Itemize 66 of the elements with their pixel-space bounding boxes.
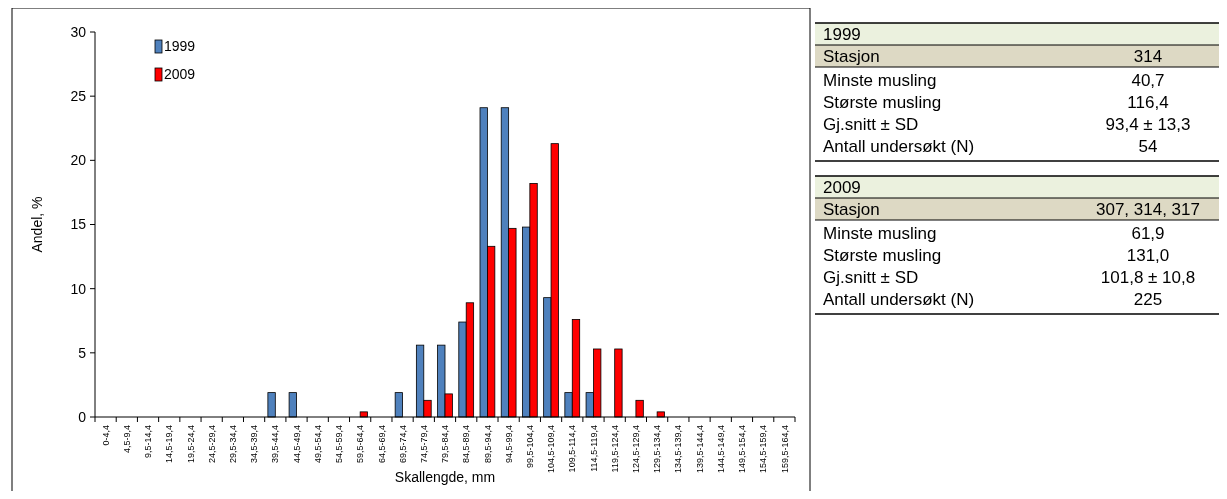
x-tick-label: 59,5-64,4	[355, 425, 366, 464]
y-tick-label: 0	[78, 408, 87, 425]
x-tick-label: 124,5-129,4	[631, 425, 642, 474]
text: 40,7	[1131, 70, 1165, 90]
x-tick-label: 144,5-149,4	[715, 425, 726, 474]
y-tick-label: 20	[70, 152, 87, 169]
legend-label: 1999	[164, 37, 196, 54]
x-tick-label: 154,5-159,4	[758, 425, 769, 474]
category-label: Største musling	[823, 245, 942, 265]
x-tick-label: 84,5-89,4	[461, 425, 472, 464]
text: 54	[1138, 136, 1158, 156]
x-tick-label: 9,5-14,4	[143, 425, 154, 459]
y-tick-label: 10	[70, 280, 87, 297]
category-label: Største musling	[823, 92, 942, 112]
y-tick-label: 25	[70, 88, 87, 105]
x-tick-label: 44,5-49,4	[291, 425, 302, 464]
x-tick-label: 4,5-9,4	[121, 425, 132, 454]
y-axis-title: Andel, %	[29, 196, 45, 253]
text: 116,4	[1127, 92, 1169, 112]
x-axis-title: Skallengde, mm	[394, 469, 496, 485]
text: 61,9	[1131, 223, 1165, 243]
x-tick-label: 129,5-134,4	[652, 425, 663, 474]
x-tick-label: 64,5-69,4	[376, 425, 387, 464]
x-tick-label: 139,5-144,4	[694, 425, 705, 474]
category-label: Gj.snitt ± SD	[823, 114, 919, 134]
y-tick-label: 5	[78, 344, 87, 361]
category-label: Minste musling	[823, 223, 937, 243]
x-tick-label: 0-4,4	[100, 425, 111, 446]
x-tick-label: 29,5-34,4	[228, 425, 239, 464]
x-tick-label: 14,5-19,4	[164, 425, 175, 464]
y-tick-label: 15	[70, 216, 87, 233]
x-tick-label: 134,5-139,4	[673, 425, 684, 474]
x-tick-label: 149,5-154,4	[737, 425, 748, 474]
text: 1999	[823, 24, 861, 44]
text: 131,0	[1126, 245, 1170, 265]
x-tick-label: 34,5-39,4	[249, 425, 260, 464]
x-tick-label: 19,5-24,4	[185, 425, 196, 464]
text: 314	[1133, 46, 1163, 66]
text: 307, 314, 317	[1096, 199, 1200, 219]
x-tick-label: 109,5-114,4	[567, 425, 578, 473]
x-tick-label: 99,5-104,4	[525, 425, 535, 469]
x-tick-label: 119,5-124,4	[609, 425, 620, 473]
category-label: Stasjon	[823, 46, 880, 66]
x-tick-label: 39,5-44,4	[270, 425, 281, 464]
x-tick-label: 24,5-29,4	[206, 425, 217, 464]
x-tick-label: 69,5-74,4	[397, 425, 408, 464]
x-tick-label: 104,5-109,4	[546, 425, 557, 474]
text: 2009	[823, 177, 861, 197]
category-label: Antall undersøkt (N)	[823, 289, 975, 309]
x-tick-label: 114,5-119,4	[588, 425, 599, 472]
category-label: Antall undersøkt (N)	[823, 136, 975, 156]
category-label: Stasjon	[823, 199, 880, 219]
x-tick-label: 94,5-99,4	[503, 425, 514, 464]
x-tick-label: 54,5-59,4	[334, 425, 345, 464]
text: 225	[1133, 289, 1163, 309]
category-label: Gj.snitt ± SD	[823, 267, 919, 287]
x-tick-label: 74,5-79,4	[418, 425, 429, 464]
x-tick-label: 49,5-54,4	[312, 425, 323, 464]
x-tick-label: 159,5-164,4	[779, 425, 790, 474]
category-label: Minste musling	[823, 70, 937, 90]
x-tick-label: 89,5-94,4	[482, 425, 493, 464]
legend-label: 2009	[164, 65, 196, 82]
text: 101,8 ± 10,8	[1100, 267, 1196, 287]
text: 93,4 ± 13,3	[1105, 114, 1191, 134]
x-tick-label: 79,5-84,4	[440, 425, 451, 464]
y-tick-label: 30	[70, 23, 87, 40]
